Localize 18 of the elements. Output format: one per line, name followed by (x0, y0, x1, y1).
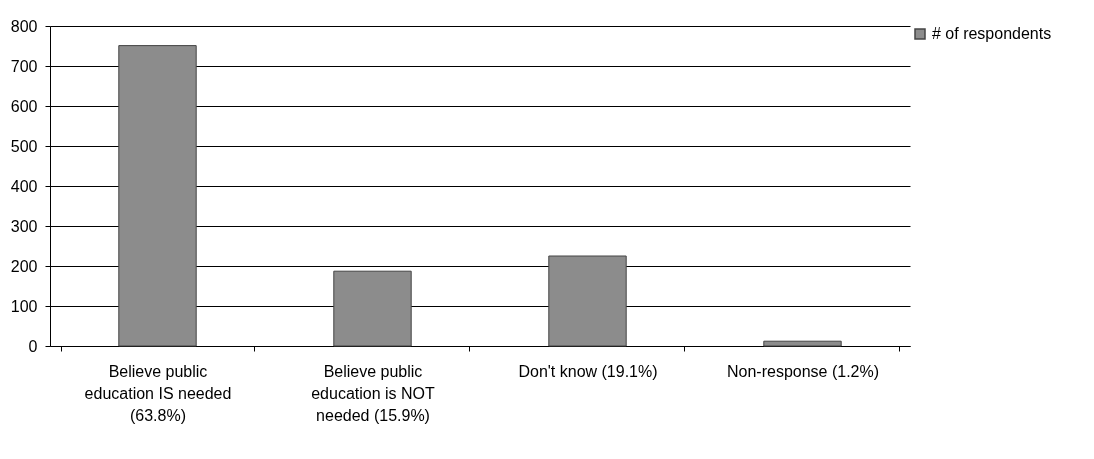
legend-label: # of respondents (932, 25, 1052, 42)
bar (763, 340, 842, 347)
y-tick-label: 600 (10, 97, 38, 115)
y-tick-label: 0 (28, 337, 38, 355)
y-tick-label: 300 (10, 217, 38, 235)
y-tick-label: 500 (10, 137, 38, 155)
x-tick-label: Believe public education IS needed (63.8%) (84, 362, 232, 424)
y-tick-label: 100 (10, 297, 38, 315)
y-tick-label: 200 (10, 257, 38, 275)
bar (548, 255, 627, 347)
y-tick-label: 400 (10, 177, 38, 195)
x-tick-label: Don't know (19.1%) (518, 362, 658, 380)
bar (118, 45, 197, 347)
bar (333, 270, 412, 347)
x-tick-label: Believe public education is NOT needed (15.9%) (311, 362, 436, 424)
x-tick-label: Non-response (1.2%) (726, 362, 880, 380)
y-tick-label: 800 (10, 17, 38, 35)
y-tick-label: 700 (10, 57, 38, 75)
